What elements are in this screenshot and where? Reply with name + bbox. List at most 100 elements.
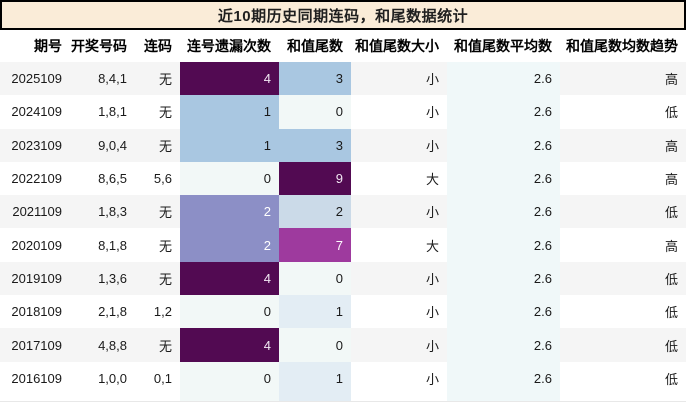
sum-tail-trend-cell: 高 <box>560 62 686 96</box>
sum-tail-size-cell: 小 <box>351 328 447 362</box>
sum-tail-trend-cell: 低 <box>560 195 686 229</box>
sum-tail-size-cell: 小 <box>351 128 447 162</box>
col-header-sum-tail: 和值尾数 <box>279 30 351 62</box>
winning-numbers-cell: 1,8,3 <box>70 195 135 229</box>
table-row: 2019109 1,3,6 无 4 0 小 2.6 低 <box>0 261 686 296</box>
winning-numbers-cell: 2,1,8 <box>70 295 135 329</box>
sum-tail-average-cell: 2.6 <box>447 328 560 362</box>
period-cell: 2022109 <box>0 161 70 196</box>
table-row: 2018109 2,1,8 1,2 0 1 小 2.6 低 <box>0 295 686 329</box>
winning-numbers-cell: 9,0,4 <box>70 128 135 162</box>
sum-tail-trend-cell: 低 <box>560 328 686 362</box>
consecutive-code-cell: 无 <box>135 195 180 229</box>
table-row: 2021109 1,8,3 无 2 2 小 2.6 低 <box>0 195 686 229</box>
consecutive-code-cell: 无 <box>135 62 180 96</box>
sum-tail-average-cell: 2.6 <box>447 228 560 262</box>
winning-numbers-cell: 8,4,1 <box>70 62 135 96</box>
winning-numbers-cell: 1,8,1 <box>70 95 135 129</box>
winning-numbers-cell: 1,0,0 <box>70 361 135 395</box>
consecutive-code-cell: 无 <box>135 95 180 129</box>
winning-numbers-cell: 4,8,8 <box>70 328 135 362</box>
header-row: 期号 开奖号码 连码 连号遗漏次数 和值尾数 和值尾数大小 和值尾数平均数 和值… <box>0 30 686 62</box>
sum-tail-size-cell: 小 <box>351 261 447 296</box>
sum-tail-heat-cell: 3 <box>279 128 351 162</box>
sum-tail-heat-cell: 1 <box>279 361 351 395</box>
sum-tail-heat-cell: 0 <box>279 328 351 362</box>
footer-strip-cell <box>0 394 70 402</box>
period-cell: 2020109 <box>0 228 70 262</box>
footer-strip-cell <box>180 394 279 402</box>
sum-tail-size-cell: 小 <box>351 62 447 96</box>
col-header-sum-tail-size: 和值尾数大小 <box>351 30 447 62</box>
consecutive-code-cell: 1,2 <box>135 295 180 329</box>
period-cell: 2021109 <box>0 195 70 229</box>
sum-tail-trend-cell: 低 <box>560 295 686 329</box>
sum-tail-size-cell: 大 <box>351 161 447 196</box>
page-title: 近10期历史同期连码，和尾数据统计 <box>217 7 469 25</box>
sum-tail-size-cell: 大 <box>351 228 447 262</box>
col-header-winning-numbers: 开奖号码 <box>70 30 135 62</box>
winning-numbers-cell: 1,3,6 <box>70 261 135 296</box>
omission-count-heat-cell: 4 <box>180 261 279 296</box>
consecutive-code-cell: 无 <box>135 228 180 262</box>
footer-strip-cell <box>135 394 180 402</box>
sum-tail-heat-cell: 1 <box>279 295 351 329</box>
table-row: 2017109 4,8,8 无 4 0 小 2.6 低 <box>0 328 686 362</box>
table-row: 2016109 1,0,0 0,1 0 1 小 2.6 低 <box>0 361 686 395</box>
sum-tail-heat-cell: 3 <box>279 62 351 96</box>
period-cell: 2025109 <box>0 62 70 96</box>
omission-count-heat-cell: 2 <box>180 228 279 262</box>
footer-strip <box>0 394 686 402</box>
omission-count-heat-cell: 1 <box>180 128 279 162</box>
col-header-sum-tail-average: 和值尾数平均数 <box>447 30 560 62</box>
winning-numbers-cell: 8,1,8 <box>70 228 135 262</box>
omission-count-heat-cell: 4 <box>180 62 279 96</box>
sum-tail-trend-cell: 低 <box>560 361 686 395</box>
sum-tail-size-cell: 小 <box>351 195 447 229</box>
stats-table: 期号 开奖号码 连码 连号遗漏次数 和值尾数 和值尾数大小 和值尾数平均数 和值… <box>0 30 686 403</box>
sum-tail-heat-cell: 7 <box>279 228 351 262</box>
table-row: 2020109 8,1,8 无 2 7 大 2.6 高 <box>0 228 686 262</box>
omission-count-heat-cell: 0 <box>180 361 279 395</box>
period-cell: 2024109 <box>0 95 70 129</box>
sum-tail-size-cell: 小 <box>351 361 447 395</box>
footer-strip-cell <box>70 394 135 402</box>
sum-tail-size-cell: 小 <box>351 295 447 329</box>
sum-tail-trend-cell: 高 <box>560 128 686 162</box>
period-cell: 2017109 <box>0 328 70 362</box>
sum-tail-heat-cell: 0 <box>279 95 351 129</box>
omission-count-heat-cell: 2 <box>180 195 279 229</box>
sum-tail-average-cell: 2.6 <box>447 62 560 96</box>
sum-tail-heat-cell: 2 <box>279 195 351 229</box>
footer-strip-cell <box>351 394 447 402</box>
sum-tail-size-cell: 小 <box>351 95 447 129</box>
period-cell: 2016109 <box>0 361 70 395</box>
omission-count-heat-cell: 4 <box>180 328 279 362</box>
period-cell: 2018109 <box>0 295 70 329</box>
sum-tail-average-cell: 2.6 <box>447 195 560 229</box>
footer-strip-cell <box>447 394 560 402</box>
sum-tail-average-cell: 2.6 <box>447 261 560 296</box>
sum-tail-heat-cell: 0 <box>279 261 351 296</box>
table-row: 2025109 8,4,1 无 4 3 小 2.6 高 <box>0 62 686 96</box>
omission-count-heat-cell: 1 <box>180 95 279 129</box>
period-cell: 2019109 <box>0 261 70 296</box>
table-row: 2024109 1,8,1 无 1 0 小 2.6 低 <box>0 95 686 129</box>
sum-tail-trend-cell: 低 <box>560 261 686 296</box>
footer-strip-cell <box>279 394 351 402</box>
period-cell: 2023109 <box>0 128 70 162</box>
consecutive-code-cell: 5,6 <box>135 161 180 196</box>
omission-count-heat-cell: 0 <box>180 295 279 329</box>
table-row: 2022109 8,6,5 5,6 0 9 大 2.6 高 <box>0 161 686 196</box>
footer-strip-cell <box>560 394 686 402</box>
sum-tail-average-cell: 2.6 <box>447 95 560 129</box>
consecutive-code-cell: 无 <box>135 261 180 296</box>
omission-count-heat-cell: 0 <box>180 161 279 196</box>
winning-numbers-cell: 8,6,5 <box>70 161 135 196</box>
col-header-period: 期号 <box>0 30 70 62</box>
consecutive-code-cell: 无 <box>135 328 180 362</box>
table-row: 2023109 9,0,4 无 1 3 小 2.6 高 <box>0 128 686 162</box>
col-header-sum-tail-trend: 和值尾数均数趋势 <box>560 30 686 62</box>
sum-tail-average-cell: 2.6 <box>447 161 560 196</box>
sum-tail-heat-cell: 9 <box>279 161 351 196</box>
